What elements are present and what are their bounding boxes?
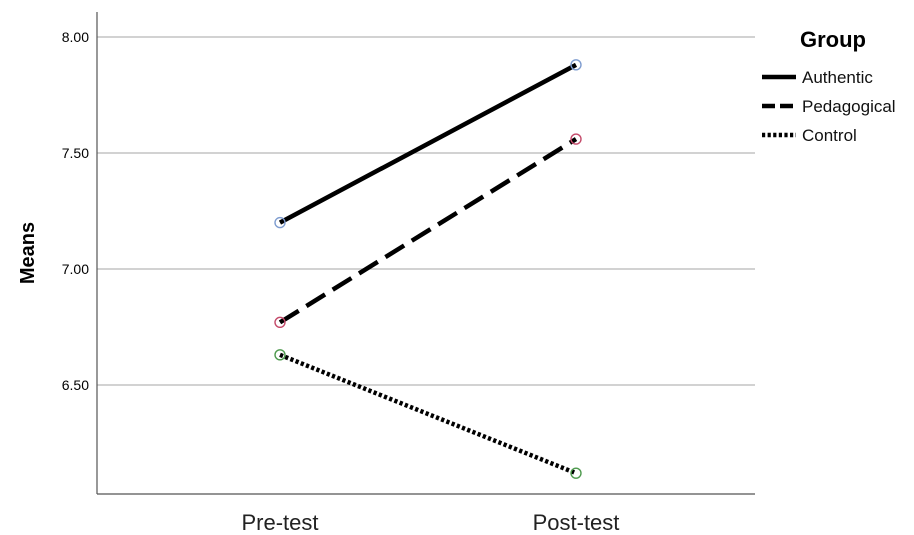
axes	[96, 12, 755, 495]
x-tick-label: Pre-test	[241, 510, 318, 535]
y-tick-label: 7.00	[62, 261, 89, 277]
series-line	[278, 62, 578, 225]
y-tick-label: 6.50	[62, 377, 89, 393]
series-control	[274, 349, 582, 479]
data-point-marker	[274, 316, 286, 329]
series-lines	[274, 59, 582, 479]
series-line	[278, 137, 578, 325]
legend: Group Authentic Pedagogical Control	[762, 27, 896, 145]
data-point-marker	[570, 133, 582, 145]
legend-label: Pedagogical	[802, 97, 896, 116]
legend-title: Group	[800, 27, 866, 52]
x-tick-label: Post-test	[533, 510, 620, 535]
legend-label: Control	[802, 126, 857, 145]
data-point-marker	[570, 59, 582, 71]
series-pedagogical	[274, 133, 582, 329]
data-point-marker	[274, 216, 286, 229]
legend-label: Authentic	[802, 68, 873, 87]
gridlines	[97, 36, 755, 386]
series-authentic	[274, 59, 582, 229]
data-point-marker	[274, 349, 286, 361]
series-line	[279, 352, 577, 476]
x-tick-labels: Pre-test Post-test	[241, 510, 619, 535]
y-tick-label: 8.00	[62, 29, 89, 45]
y-tick-label: 7.50	[62, 145, 89, 161]
y-axis-title: Means	[17, 222, 39, 284]
data-point-marker	[570, 467, 582, 479]
y-tick-labels: 6.50 7.00 7.50 8.00	[62, 29, 89, 393]
